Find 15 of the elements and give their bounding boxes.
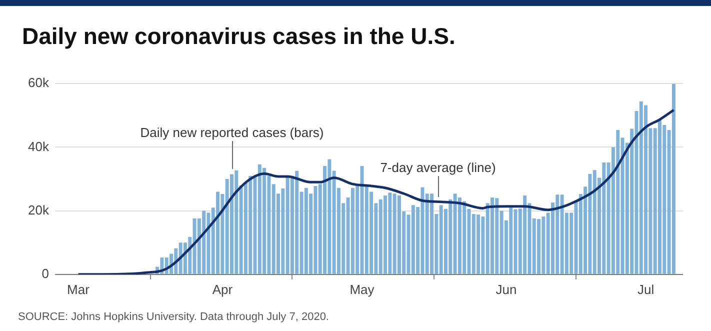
y-tick-label: 0 bbox=[42, 266, 49, 281]
x-tick-label: Apr bbox=[212, 282, 234, 297]
annotation: 7-day average (line) bbox=[380, 160, 496, 175]
x-tick-label: May bbox=[350, 282, 375, 297]
x-tick-label: Jul bbox=[637, 282, 654, 297]
y-tick-label: 40k bbox=[28, 138, 50, 154]
y-tick-label: 20k bbox=[28, 202, 50, 218]
line-series bbox=[76, 108, 675, 274]
bar bbox=[672, 84, 676, 274]
source-note: SOURCE: Johns Hopkins University. Data through July 7, 2020. bbox=[18, 311, 329, 323]
x-tick-label: Jun bbox=[496, 282, 517, 297]
x-tick-label: Mar bbox=[67, 282, 90, 297]
chart-title: Daily new coronavirus cases in the U.S. bbox=[22, 23, 456, 50]
annotation: Daily new reported cases (bars) bbox=[140, 125, 324, 140]
y-tick-label: 60k bbox=[28, 75, 50, 90]
